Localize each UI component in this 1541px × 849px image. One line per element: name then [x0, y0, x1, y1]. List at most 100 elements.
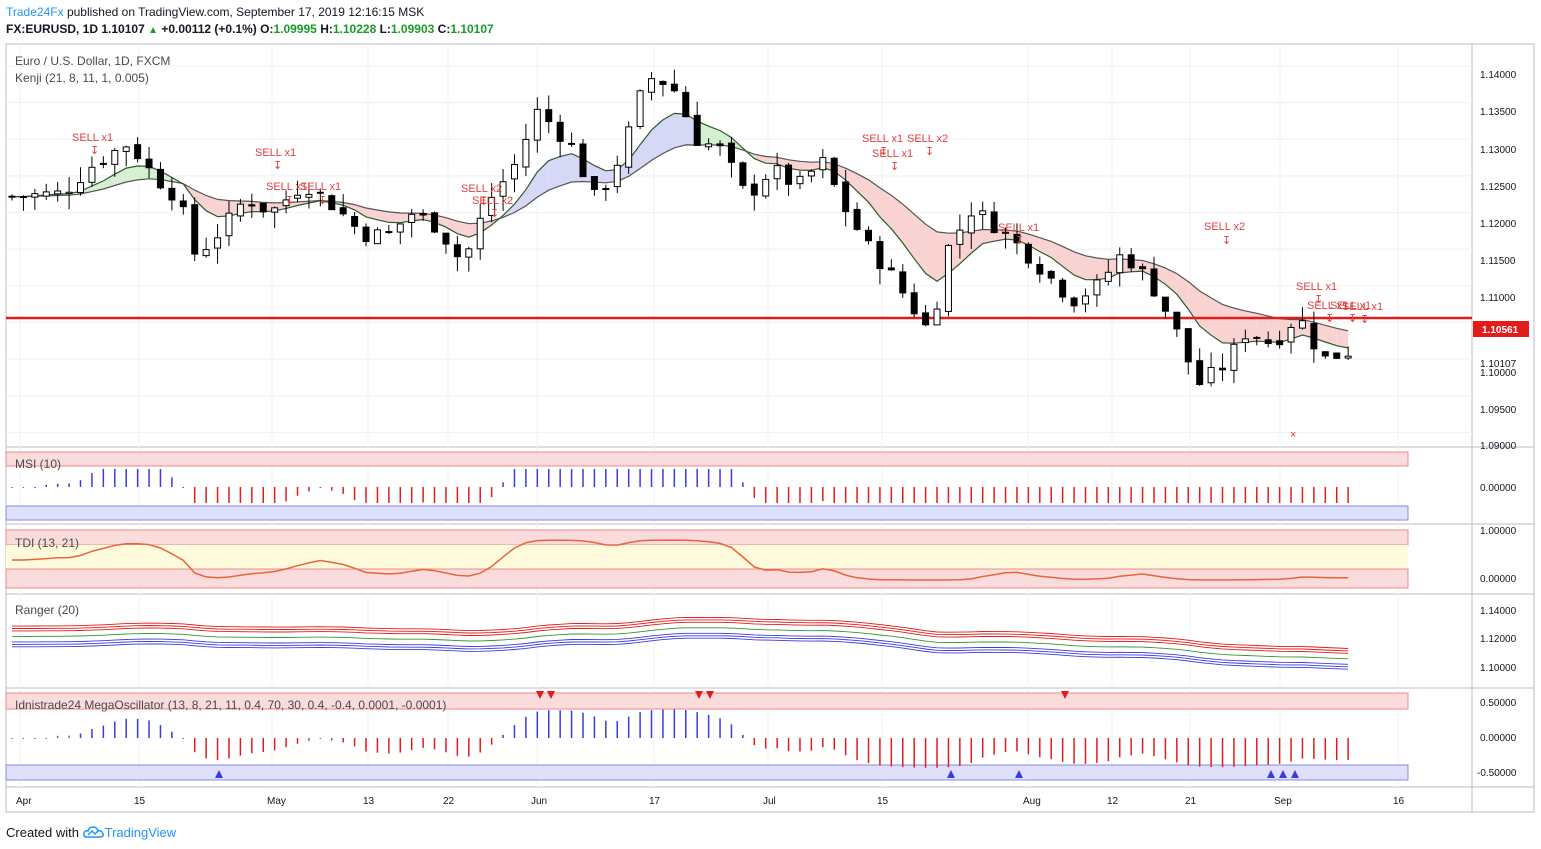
kenji-cloud-segment: [525, 171, 538, 206]
footer: Created with TradingView: [6, 823, 176, 840]
candle-body: [579, 143, 587, 178]
msi-y-tick: 0.00000: [1480, 483, 1517, 494]
kenji-cloud-segment: [925, 224, 938, 282]
open-value: 1.09995: [273, 22, 317, 36]
kenji-cloud-segment: [640, 130, 652, 169]
tdi-y-tick: 0.00000: [1480, 574, 1517, 585]
y-tick: 1.14000: [1480, 70, 1517, 81]
y-tick: 1.12500: [1480, 182, 1517, 193]
kenji-cloud-segment: [971, 229, 983, 254]
last-price-axis-label: 1.10107: [1480, 359, 1517, 370]
candle-body: [522, 138, 530, 168]
candle-body: [465, 248, 473, 258]
sell-arrow-icon: ↧: [90, 145, 99, 157]
tradingview-logo-text[interactable]: TradingView: [104, 825, 177, 840]
kenji-cloud-segment: [868, 179, 880, 217]
close-value: 1.10107: [450, 22, 494, 36]
sell-triangle-icon: [547, 691, 555, 699]
candle-body: [933, 308, 941, 326]
candle-body: [602, 188, 610, 191]
kenji-cloud-segment: [1085, 255, 1097, 280]
candle-body: [328, 195, 336, 211]
kenji-cloud-segment: [845, 168, 858, 192]
candle-body: [339, 207, 347, 215]
candle-body: [613, 164, 621, 188]
kenji-cloud-segment: [1325, 325, 1337, 346]
msi-pane-title: MSI (10): [15, 457, 61, 471]
x-tick: May: [267, 796, 286, 807]
kenji-indicator-title: Kenji (21, 8, 11, 1, 0.005): [15, 71, 149, 85]
x-tick: 21: [1185, 796, 1197, 807]
candle-body: [568, 142, 576, 145]
candle-body: [1070, 297, 1078, 307]
candle-body: [693, 114, 701, 146]
kenji-cloud-segment: [1268, 316, 1280, 343]
kenji-cloud-segment: [1074, 251, 1086, 280]
sell-signal-label: SELL x2: [472, 195, 513, 207]
ranger-band-line: [12, 637, 1349, 670]
kenji-cloud-segment: [674, 113, 686, 148]
kenji-cloud-segment: [1233, 308, 1246, 344]
ranger-band-line: [12, 619, 1349, 652]
sell-arrow-icon: ↧: [490, 208, 499, 220]
candle-body: [1047, 270, 1055, 279]
candle-body: [1333, 352, 1341, 359]
candle-body: [488, 196, 496, 217]
candle-body: [773, 165, 781, 180]
candle-body: [956, 229, 964, 245]
candle-body: [1253, 336, 1261, 339]
x-tick: Aug: [1023, 796, 1041, 807]
kenji-cloud-segment: [651, 119, 663, 161]
ranger-band-line: [12, 627, 1349, 660]
tdi-y-tick: 1.00000: [1480, 526, 1517, 537]
brand-name[interactable]: Trade24Fx: [6, 5, 64, 19]
y-tick: 1.13000: [1480, 145, 1517, 156]
kenji-cloud-segment: [388, 211, 401, 223]
candle-body: [202, 249, 210, 257]
sell-signal-label: SELL x1: [300, 181, 341, 193]
ranger-pane-title: Ranger (20): [15, 603, 79, 617]
candle-body: [556, 121, 564, 142]
candle-body: [910, 292, 918, 315]
sell-triangle-icon: [706, 691, 714, 699]
candle-body: [99, 162, 107, 165]
level-price-badge: [1473, 321, 1529, 337]
candle-body: [385, 231, 393, 234]
candle-body: [533, 108, 541, 141]
candle-body: [1207, 366, 1215, 384]
sell-arrow-icon: ↧: [1360, 314, 1369, 326]
kenji-cloud-segment: [1336, 328, 1349, 348]
kenji-cloud-segment: [1256, 313, 1269, 342]
ranger-y-tick: 1.14000: [1480, 606, 1517, 617]
candle-body: [1310, 323, 1318, 350]
candle-body: [876, 241, 884, 270]
high-label: H:: [320, 22, 333, 36]
candle-body: [1024, 243, 1032, 264]
sell-signal-label: SELL x2: [1204, 221, 1245, 233]
candle-body: [510, 163, 518, 180]
candle-body: [705, 143, 713, 148]
kenji-cloud-segment: [91, 180, 104, 192]
candle-body: [1184, 328, 1192, 363]
kenji-cloud-segment: [103, 174, 115, 190]
sell-signal-label: SELL x1: [266, 181, 307, 193]
candle-body: [1013, 233, 1021, 244]
kenji-cloud-segment: [857, 173, 869, 203]
candle-body: [316, 191, 324, 194]
kenji-cloud-segment: [560, 153, 572, 186]
candle-body: [54, 190, 62, 195]
candle-body: [659, 80, 667, 85]
created-with-label: Created with: [6, 825, 79, 840]
candle-body: [979, 210, 987, 215]
sell-arrow-icon: ↧: [285, 195, 294, 207]
candle-body: [830, 157, 838, 185]
high-value: 1.10228: [332, 22, 377, 36]
x-tick: Jun: [531, 796, 547, 807]
indicator-band: [5, 568, 1409, 589]
buy-triangle-icon: [947, 770, 955, 778]
candle-body: [259, 202, 267, 213]
candle-body: [111, 150, 119, 165]
candle-body: [134, 144, 142, 160]
ranger-band-line: [12, 632, 1349, 665]
